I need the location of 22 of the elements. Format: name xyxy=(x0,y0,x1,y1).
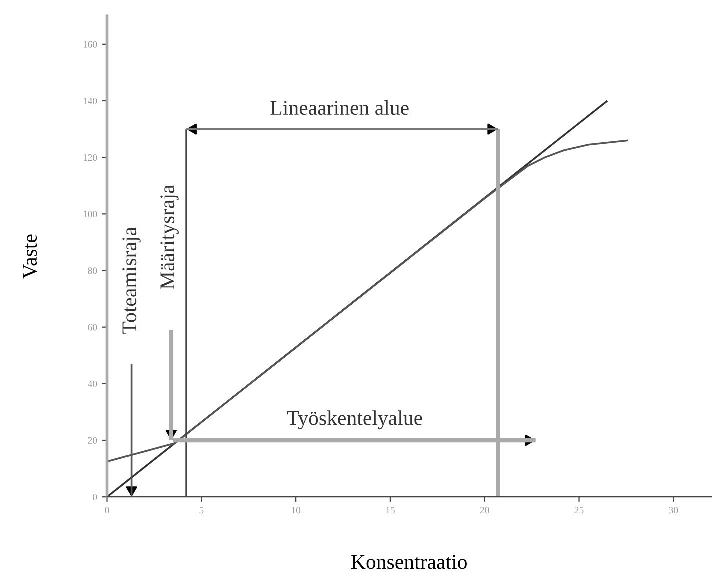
y-tick-label: 80 xyxy=(88,268,98,274)
y-tick-label: 100 xyxy=(84,211,98,218)
y-tick-label: 160 xyxy=(84,41,98,48)
x-axis-title: Konsentraatio xyxy=(352,555,467,570)
x-tick-label: 15 xyxy=(386,507,395,514)
annotation: Työskentelyalue xyxy=(287,410,422,430)
x-tick-label: 5 xyxy=(200,507,204,514)
y-tick-label: 0 xyxy=(93,494,98,501)
x-tick-label: 20 xyxy=(480,507,490,514)
annotation: Lineaarinen alue xyxy=(270,100,409,116)
y-tick-label: 20 xyxy=(88,437,98,444)
y-tick-label: 40 xyxy=(88,380,98,388)
annotation: Toteamisraja xyxy=(122,227,141,334)
x-tick-label: 0 xyxy=(105,507,110,514)
x-tick-label: 30 xyxy=(669,507,678,514)
y-tick-label: 60 xyxy=(88,324,98,331)
annotation: Määritysraja xyxy=(160,185,179,290)
x-tick-label: 10 xyxy=(292,507,301,514)
x-tick-label: 25 xyxy=(574,507,584,514)
y-tick-label: 140 xyxy=(84,98,98,104)
y-tick-label: 120 xyxy=(84,154,98,162)
y-axis-title: Vaste xyxy=(23,234,38,279)
